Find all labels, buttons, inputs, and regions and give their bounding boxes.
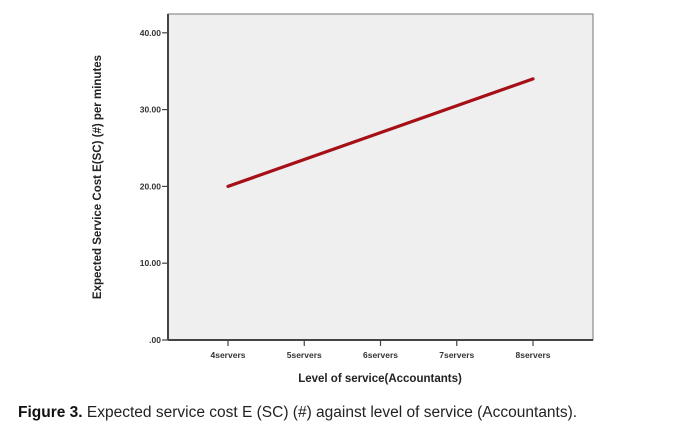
plot-area — [167, 13, 594, 341]
y-tick-label: 40.00 — [140, 28, 162, 38]
x-tick-label: 6servers — [363, 350, 398, 360]
line-chart: .00 10.00 20.00 30.00 40.00 4servers 5servers… — [92, 13, 594, 385]
figure-caption: Figure 3. Expected service cost E (SC) (… — [18, 404, 678, 422]
x-tick-label: 8servers — [516, 350, 551, 360]
y-tick-label: 10.00 — [140, 258, 162, 268]
x-tick-label: 4servers — [211, 350, 246, 360]
x-axis-title: Level of service(Accountants) — [298, 373, 462, 385]
x-tick-label: 7servers — [439, 350, 474, 360]
y-axis-title: Expected Service Cost E(SC) (#) per minu… — [92, 55, 104, 299]
y-tick-label: 20.00 — [140, 181, 162, 191]
caption-label: Figure 3. — [18, 404, 83, 421]
y-tick-label: 30.00 — [140, 105, 162, 115]
x-tick-label: 5servers — [287, 350, 322, 360]
caption-text: Expected service cost E (SC) (#) against… — [82, 404, 578, 421]
y-tick-label: .00 — [149, 335, 161, 345]
